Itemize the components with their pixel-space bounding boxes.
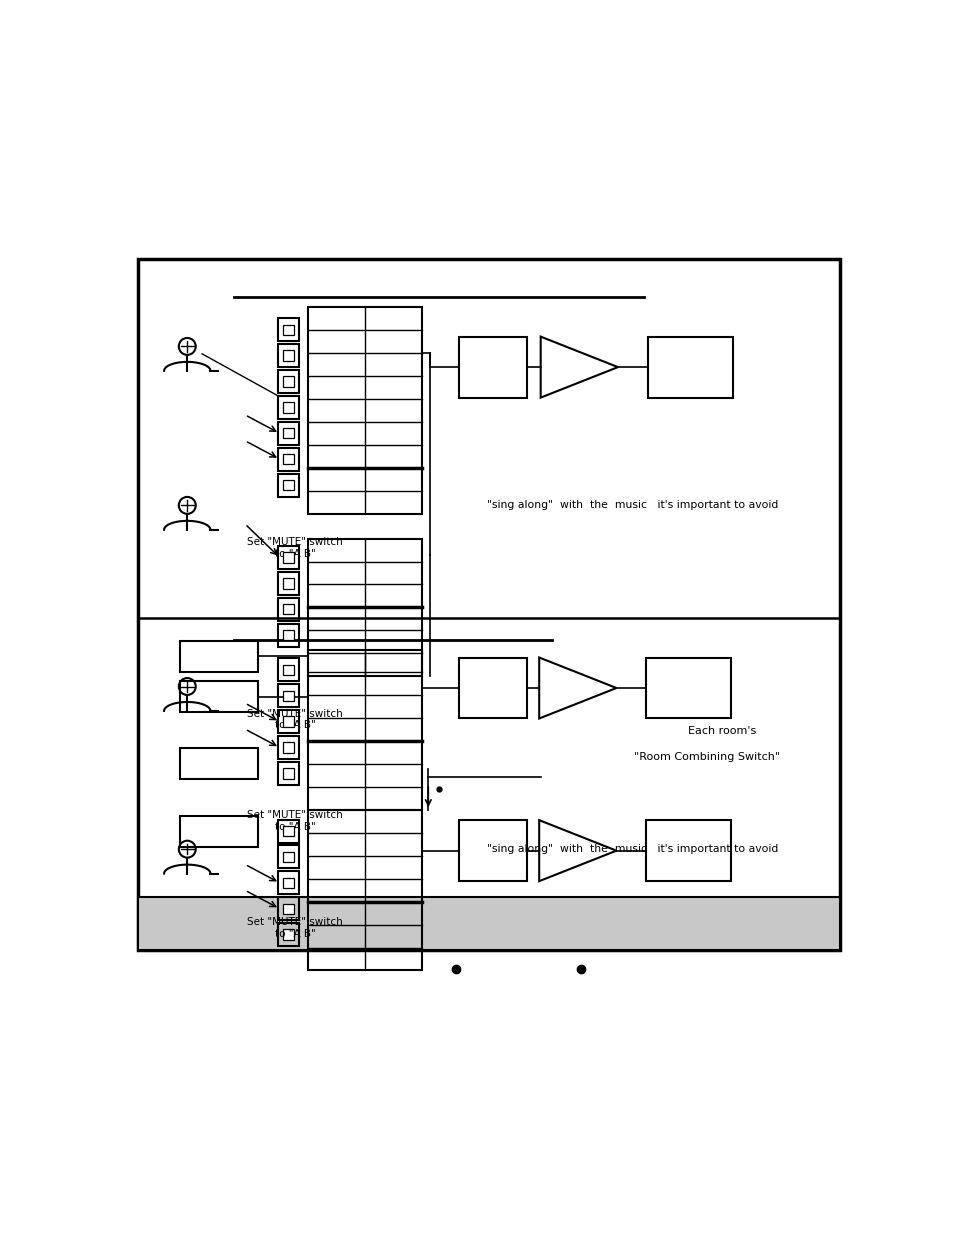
Text: "Room Combining Switch": "Room Combining Switch" bbox=[634, 752, 780, 762]
Bar bbox=[647, 337, 732, 398]
Bar bbox=[646, 820, 731, 881]
Bar bbox=[278, 396, 298, 419]
Bar bbox=[137, 898, 840, 951]
Bar bbox=[308, 810, 422, 971]
Bar bbox=[278, 572, 298, 595]
Text: Set "MUTE" switch
to "A B": Set "MUTE" switch to "A B" bbox=[247, 537, 343, 558]
Bar bbox=[283, 325, 294, 335]
Bar bbox=[283, 742, 294, 752]
Bar bbox=[283, 768, 294, 778]
Bar bbox=[278, 710, 298, 734]
Bar bbox=[180, 682, 257, 713]
Bar bbox=[283, 604, 294, 615]
Bar bbox=[180, 816, 257, 847]
Bar bbox=[283, 480, 294, 490]
Bar bbox=[283, 878, 294, 888]
Bar bbox=[283, 429, 294, 438]
Bar bbox=[278, 762, 298, 785]
Bar bbox=[459, 820, 527, 881]
Bar bbox=[283, 826, 294, 836]
Bar bbox=[278, 370, 298, 393]
Bar bbox=[283, 377, 294, 387]
Bar bbox=[283, 578, 294, 589]
Bar bbox=[180, 748, 257, 779]
Bar bbox=[278, 684, 298, 708]
Bar bbox=[283, 904, 294, 914]
Text: Each room's: Each room's bbox=[687, 726, 755, 736]
Text: "sing along"  with  the  music   it's important to avoid: "sing along" with the music it's importa… bbox=[487, 500, 778, 510]
Bar bbox=[278, 345, 298, 367]
Text: Set "MUTE" switch
to "A B": Set "MUTE" switch to "A B" bbox=[247, 918, 343, 939]
Bar bbox=[283, 930, 294, 940]
Bar bbox=[283, 716, 294, 727]
Bar bbox=[283, 630, 294, 640]
Bar bbox=[308, 308, 422, 514]
Bar bbox=[278, 448, 298, 471]
Bar bbox=[283, 454, 294, 464]
Bar bbox=[278, 598, 298, 621]
Bar bbox=[308, 538, 422, 677]
Bar bbox=[278, 736, 298, 760]
Bar bbox=[283, 852, 294, 862]
Text: "sing along"  with  the  music   it's important to avoid: "sing along" with the music it's importa… bbox=[487, 845, 778, 855]
Bar bbox=[459, 337, 527, 398]
Bar bbox=[459, 658, 527, 719]
Bar bbox=[646, 658, 731, 719]
Bar bbox=[308, 650, 422, 810]
Bar bbox=[278, 473, 298, 496]
Bar bbox=[278, 658, 298, 682]
Text: Set "MUTE" switch
to "A B": Set "MUTE" switch to "A B" bbox=[247, 810, 343, 831]
Bar bbox=[283, 351, 294, 361]
Bar bbox=[278, 872, 298, 894]
Bar bbox=[278, 546, 298, 569]
Bar bbox=[278, 624, 298, 647]
Bar bbox=[278, 820, 298, 842]
Bar bbox=[283, 552, 294, 563]
Bar bbox=[278, 422, 298, 445]
Bar bbox=[283, 690, 294, 701]
Text: Set "MUTE" switch
to "A B": Set "MUTE" switch to "A B" bbox=[247, 709, 343, 730]
Bar bbox=[278, 923, 298, 946]
Bar bbox=[278, 898, 298, 920]
Bar bbox=[278, 319, 298, 341]
Bar bbox=[180, 641, 257, 672]
Bar bbox=[283, 664, 294, 676]
Bar bbox=[278, 846, 298, 868]
Bar bbox=[283, 403, 294, 412]
